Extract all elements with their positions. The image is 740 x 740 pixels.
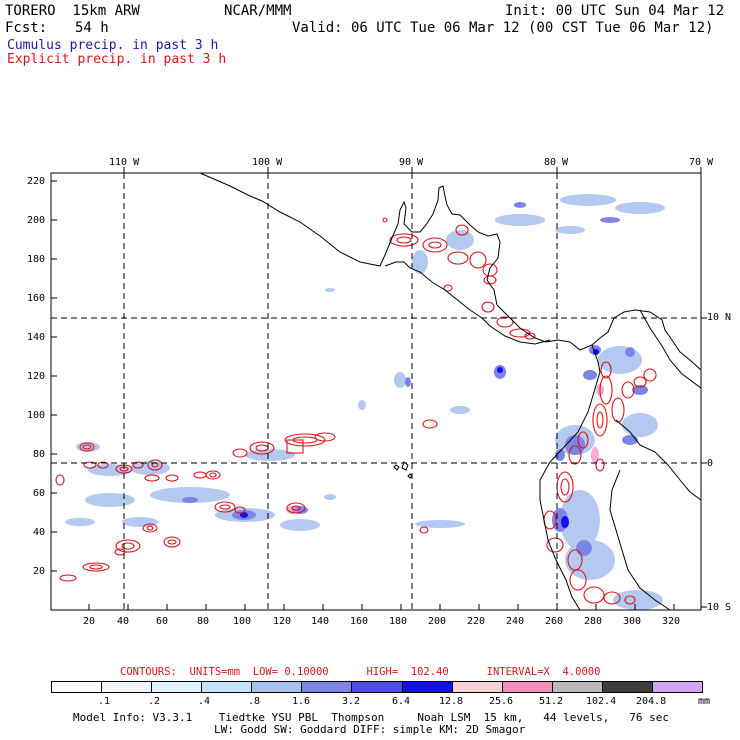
scale-label: .4: [198, 696, 211, 707]
scale-swatch-8: [452, 682, 503, 692]
x-tick-label: 20: [83, 616, 96, 627]
lon-label-70w: 70 W: [689, 157, 714, 168]
lon-label-110w: 110 W: [109, 157, 140, 168]
scale-label: .8: [248, 696, 261, 707]
x-tick-label: 200: [428, 616, 447, 627]
precip-shading: [55, 194, 665, 610]
scale-label: 25.6: [489, 696, 514, 707]
y-tick-label: 60: [33, 488, 46, 499]
y-tick-label: 220: [27, 176, 46, 187]
scale-swatch-10: [552, 682, 603, 692]
lat-label-10n: 10 N: [707, 312, 732, 323]
scale-label: 51.2: [539, 696, 564, 707]
plot-frame: [50, 172, 702, 611]
x-tick-label: 220: [467, 616, 486, 627]
scale-swatch-1: [102, 682, 153, 692]
forecast-label: Fcst:: [5, 20, 48, 36]
organization-label: NCAR/MMM: [224, 3, 292, 19]
scale-label: 1.6: [292, 696, 311, 707]
x-tick-label: 160: [350, 616, 369, 627]
scale-label: .1: [98, 696, 111, 707]
scale-label: 3.2: [342, 696, 361, 707]
x-tick-label: 280: [584, 616, 603, 627]
scale-swatch-9: [502, 682, 553, 692]
lat-label-10s: 10 S: [707, 602, 732, 613]
y-tick-label: 160: [27, 293, 46, 304]
x-tick-label: 320: [662, 616, 681, 627]
valid-time: Valid: 06 UTC Tue 06 Mar 12 (00 CST Tue …: [292, 20, 714, 36]
coastlines: [199, 172, 702, 611]
y-tick-label: 200: [27, 215, 46, 226]
cumulus-legend: Cumulus precip. in past 3 h: [7, 38, 219, 53]
y-tick-label: 80: [33, 449, 46, 460]
x-tick-label: 300: [623, 616, 642, 627]
x-tick-label: 120: [273, 616, 292, 627]
scale-swatch-11: [602, 682, 653, 692]
y-tick-label: 180: [27, 254, 46, 265]
scale-label: 6.4: [392, 696, 411, 707]
scale-label: 102.4: [586, 696, 617, 707]
lon-label-100w: 100 W: [252, 157, 283, 168]
x-tick-label: 60: [156, 616, 169, 627]
model-info-line1: Model Info: V3.3.1 Tiedtke YSU PBL Thomp…: [73, 711, 670, 724]
scale-unit: mm: [698, 696, 711, 707]
x-tick-label: 100: [233, 616, 252, 627]
y-tick-label: 40: [33, 527, 46, 538]
model-info-line2: LW: Godd SW: Goddard DIFF: simple KM: 2D…: [214, 723, 526, 736]
x-tick-label: 140: [311, 616, 330, 627]
x-tick-label: 80: [197, 616, 210, 627]
scale-label: 12.8: [439, 696, 464, 707]
scale-swatch-5: [302, 682, 353, 692]
lon-label-90w: 90 W: [399, 157, 424, 168]
scale-label: 204.8: [636, 696, 667, 707]
scale-swatch-4: [252, 682, 303, 692]
scale-swatch-3: [202, 682, 253, 692]
y-tick-label: 20: [33, 566, 46, 577]
lat-label-0: 0: [707, 458, 714, 469]
explicit-legend: Explicit precip. in past 3 h: [7, 52, 227, 67]
init-time: Init: 00 UTC Sun 04 Mar 12: [505, 3, 725, 19]
x-tick-label: 180: [389, 616, 408, 627]
model-name: TORERO 15km ARW: [5, 3, 140, 19]
lat-lon-grid: [51, 173, 701, 610]
color-scale-bar: [51, 681, 703, 693]
scale-swatch-7: [402, 682, 453, 692]
y-tick-label: 140: [27, 332, 46, 343]
scale-swatch-6: [352, 682, 403, 692]
lon-label-80w: 80 W: [544, 157, 569, 168]
scale-swatch-2: [152, 682, 203, 692]
axis-ticks: [51, 167, 707, 610]
y-tick-label: 100: [27, 410, 46, 421]
x-tick-label: 240: [506, 616, 525, 627]
scale-swatch-0: [52, 682, 103, 692]
y-tick-label: 120: [27, 371, 46, 382]
x-tick-label: 260: [545, 616, 564, 627]
forecast-hour: 54 h: [75, 20, 109, 36]
scale-swatch-12: [652, 682, 703, 692]
scale-label: .2: [148, 696, 161, 707]
contour-info: CONTOURS: UNITS=mm LOW= 0.10000 HIGH= 10…: [120, 666, 601, 678]
x-tick-label: 40: [117, 616, 130, 627]
